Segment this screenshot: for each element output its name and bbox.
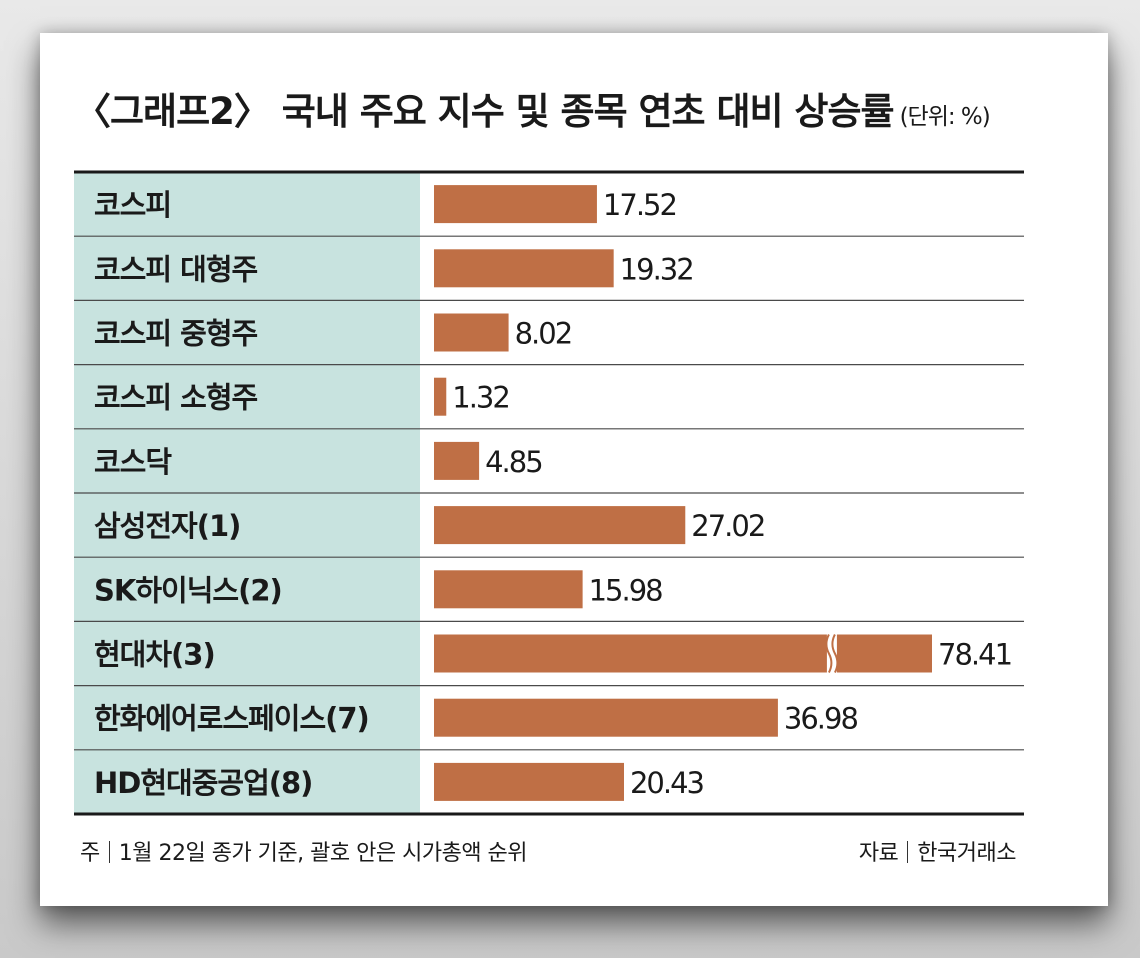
data-label: 1.32 <box>452 381 509 415</box>
category-label: 현대차(3) <box>94 638 215 672</box>
data-label: 27.02 <box>691 509 764 543</box>
title-text: 〈그래프2〉 국내 주요 지수 및 종목 연초 대비 상승률 <box>74 90 895 133</box>
footnote-separator <box>108 841 110 863</box>
footnote-text: 1월 22일 종가 기준, 괄호 안은 시가총액 순위 <box>118 841 528 866</box>
source-note: 자료 한국거래소 <box>859 835 1016 867</box>
category-label: HD현대중공업(8) <box>94 766 312 800</box>
bar <box>434 377 447 416</box>
category-label: 한화에어로스페이스(7) <box>94 702 369 736</box>
bar <box>434 313 509 352</box>
axis-break-gap <box>826 633 837 674</box>
category-label: 삼성전자(1) <box>94 509 240 543</box>
bar <box>434 185 597 224</box>
bar <box>434 441 480 480</box>
bar-chart: 코스피 17.52 코스피 대형주 19.32 코스피 중형주 8.02 코스피 소형주 1.… <box>74 170 1024 816</box>
data-label: 17.52 <box>603 188 676 222</box>
chart-title: 〈그래프2〉 국내 주요 지수 및 종목 연초 대비 상승률 (단위: %) <box>74 81 991 135</box>
data-label: 19.32 <box>620 252 693 286</box>
footnote-prefix: 주 <box>80 841 100 866</box>
bar <box>434 698 778 737</box>
axis-break-line-right <box>831 634 839 673</box>
category-label: 코스피 중형주 <box>94 317 257 351</box>
unit-label: (단위: %) <box>899 104 991 130</box>
bar <box>434 249 614 288</box>
data-label: 20.43 <box>630 766 704 800</box>
category-label: 코스피 소형주 <box>94 381 257 415</box>
data-label: 36.98 <box>784 702 858 736</box>
category-label: 코스닥 <box>94 445 172 479</box>
bar <box>434 570 583 609</box>
category-label: 코스피 대형주 <box>94 252 257 286</box>
data-label: 15.98 <box>589 573 663 607</box>
source-prefix: 자료 <box>858 841 899 866</box>
source-text: 한국거래소 <box>917 841 1016 866</box>
data-label: 4.85 <box>485 445 542 479</box>
chart-card: 〈그래프2〉 국내 주요 지수 및 종목 연초 대비 상승률 (단위: %) 코스… <box>40 33 1108 906</box>
category-label: 코스피 <box>94 188 171 222</box>
bar <box>434 506 686 545</box>
bar <box>434 634 932 673</box>
data-label: 8.02 <box>515 317 572 351</box>
footnote: 주 1월 22일 종가 기준, 괄호 안은 시가총액 순위 <box>80 835 528 867</box>
axis-break-line-left <box>825 634 833 673</box>
data-label: 78.41 <box>938 638 1011 672</box>
category-label: SK하이닉스(2) <box>94 573 282 607</box>
source-separator <box>907 841 909 863</box>
bar <box>434 762 624 801</box>
